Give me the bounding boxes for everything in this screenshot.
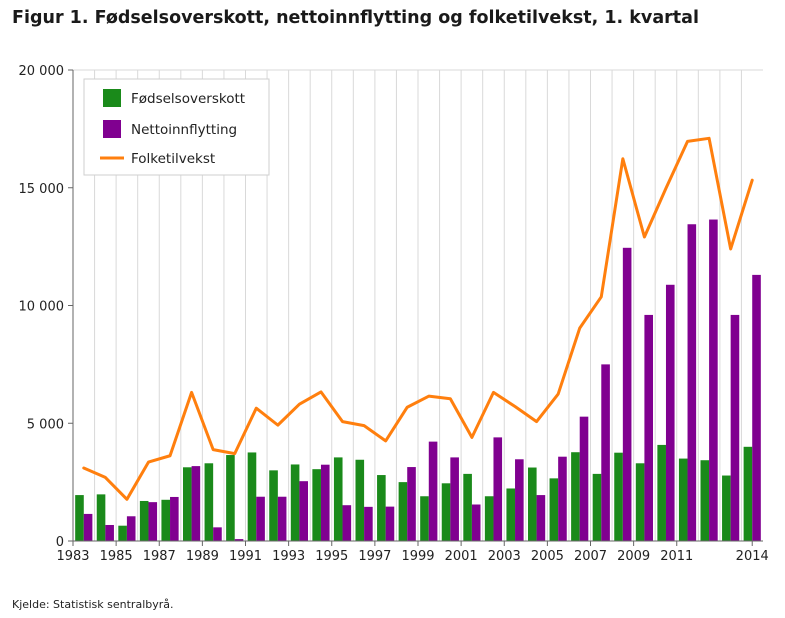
bar-nettoinnflytting-2008	[622, 247, 632, 542]
bar-nettoinnflytting-1989	[213, 527, 222, 541]
bar-nettoinnflytting-2010	[665, 284, 675, 541]
bar-nettoinnflytting-1990	[234, 539, 244, 541]
bar-fodselsoverskott-2010	[657, 444, 666, 541]
y-tick-label: 10 000	[19, 300, 65, 315]
bar-fodselsoverskott-1986	[139, 500, 149, 541]
chart: 0 5 000 10 000 15 000 20 000 1983 1985 1987 1989…	[19, 64, 769, 564]
bar-fodselsoverskott-1999	[420, 496, 429, 541]
bar-fodselsoverskott-1989	[204, 463, 214, 541]
x-tick-label: 2003	[488, 549, 521, 564]
bar-nettoinnflytting-2012	[709, 219, 718, 542]
bar-fodselsoverskott-1998	[398, 482, 408, 541]
x-tick-label: 1987	[143, 549, 176, 564]
bar-nettoinnflytting-1987	[170, 496, 179, 541]
y-tick-label: 20 000	[19, 64, 65, 79]
legend-swatch-birth	[103, 89, 121, 107]
bar-fodselsoverskott-2006	[571, 452, 580, 541]
bar-fodselsoverskott-2000	[441, 483, 451, 541]
bar-fodselsoverskott-1987	[161, 499, 171, 541]
bar-nettoinnflytting-1985	[126, 516, 136, 541]
legend-label-migration: Nettoinnflytting	[131, 122, 237, 138]
x-tick-label: 1991	[229, 549, 262, 564]
axes: 0 5 000 10 000 15 000 20 000 1983 1985 1987 1989…	[19, 64, 769, 564]
bar-fodselsoverskott-2008	[614, 452, 623, 541]
bar-nettoinnflytting-1996	[364, 506, 373, 541]
bar-fodselsoverskott-2005	[549, 478, 559, 541]
bars	[75, 219, 761, 542]
bar-nettoinnflytting-1998	[407, 467, 416, 541]
bar-nettoinnflytting-2009	[644, 314, 654, 541]
bar-fodselsoverskott-1995	[333, 457, 343, 541]
bar-nettoinnflytting-2002	[493, 437, 503, 541]
grid	[73, 69, 763, 541]
x-tick-label: 2005	[531, 549, 564, 564]
bar-fodselsoverskott-2002	[484, 496, 494, 541]
x-tick-label: 1993	[272, 549, 305, 564]
y-tick-label: 0	[56, 535, 64, 550]
bar-fodselsoverskott-1996	[355, 459, 365, 541]
bar-nettoinnflytting-2011	[687, 224, 697, 541]
bar-nettoinnflytting-2003	[515, 459, 524, 541]
bar-nettoinnflytting-2013	[730, 314, 740, 541]
bar-nettoinnflytting-1984	[105, 524, 114, 541]
bar-nettoinnflytting-1994	[320, 464, 330, 541]
bar-fodselsoverskott-1994	[312, 469, 321, 541]
bar-fodselsoverskott-1993	[290, 464, 300, 541]
x-tick-label: 2001	[445, 549, 478, 564]
x-tick-label: 2009	[617, 549, 650, 564]
x-tick-label: 1989	[186, 549, 219, 564]
bar-nettoinnflytting-1986	[148, 502, 158, 541]
bar-nettoinnflytting-2014	[752, 274, 761, 541]
bar-fodselsoverskott-2012	[700, 460, 710, 541]
bar-fodselsoverskott-1997	[377, 475, 386, 541]
x-tick-label: 1995	[315, 549, 348, 564]
bar-fodselsoverskott-2007	[592, 473, 602, 541]
y-tick-label: 15 000	[19, 182, 65, 197]
bar-fodselsoverskott-2013	[722, 475, 731, 541]
bar-fodselsoverskott-1985	[118, 525, 127, 541]
bar-fodselsoverskott-1983	[75, 495, 84, 541]
bar-nettoinnflytting-1988	[191, 466, 201, 541]
bar-fodselsoverskott-2001	[463, 473, 472, 541]
bar-nettoinnflytting-1991	[256, 496, 265, 541]
bar-fodselsoverskott-1984	[96, 494, 106, 541]
bar-nettoinnflytting-2004	[536, 495, 546, 541]
bar-nettoinnflytting-1992	[277, 496, 287, 541]
bar-fodselsoverskott-1991	[247, 452, 257, 541]
legend-label-growth: Folketilvekst	[131, 151, 215, 167]
x-tick-label: 1985	[100, 549, 133, 564]
line-folketilvekst	[82, 136, 754, 501]
bar-nettoinnflytting-2006	[579, 416, 589, 541]
bar-fodselsoverskott-2014	[743, 446, 753, 541]
bar-nettoinnflytting-2007	[601, 364, 610, 541]
bar-nettoinnflytting-1993	[299, 481, 309, 541]
bar-nettoinnflytting-1999	[428, 441, 438, 541]
growth-line	[82, 136, 754, 501]
bar-fodselsoverskott-2003	[506, 488, 516, 541]
x-tick-label: 1983	[56, 549, 89, 564]
x-tick-label: 2014	[736, 549, 769, 564]
bar-nettoinnflytting-2005	[558, 456, 567, 541]
bar-nettoinnflytting-1997	[385, 506, 395, 541]
chart-title: Figur 1. Fødselsoverskott, nettoinnflytt…	[12, 8, 699, 28]
bar-fodselsoverskott-1988	[182, 467, 192, 541]
bar-nettoinnflytting-2001	[471, 504, 481, 541]
bar-nettoinnflytting-1995	[342, 505, 352, 541]
legend-swatch-migration	[103, 120, 121, 138]
bar-fodselsoverskott-1992	[269, 470, 278, 541]
source-note: Kjelde: Statistisk sentralbyrå.	[12, 598, 174, 611]
bar-fodselsoverskott-2004	[527, 467, 537, 541]
bar-nettoinnflytting-2000	[450, 457, 459, 541]
legend: Fødselsoverskott Nettoinnflytting Folket…	[83, 78, 270, 176]
x-tick-label: 1997	[358, 549, 391, 564]
bar-nettoinnflytting-1983	[83, 513, 93, 541]
y-tick-label: 5 000	[27, 417, 64, 432]
bar-fodselsoverskott-1990	[226, 455, 235, 541]
bar-fodselsoverskott-2009	[635, 463, 645, 541]
x-tick-label: 2011	[660, 549, 693, 564]
x-tick-label: 1999	[401, 549, 434, 564]
legend-label-birth: Fødselsoverskott	[131, 91, 245, 107]
x-tick-label: 2007	[574, 549, 607, 564]
bar-fodselsoverskott-2011	[678, 458, 688, 541]
